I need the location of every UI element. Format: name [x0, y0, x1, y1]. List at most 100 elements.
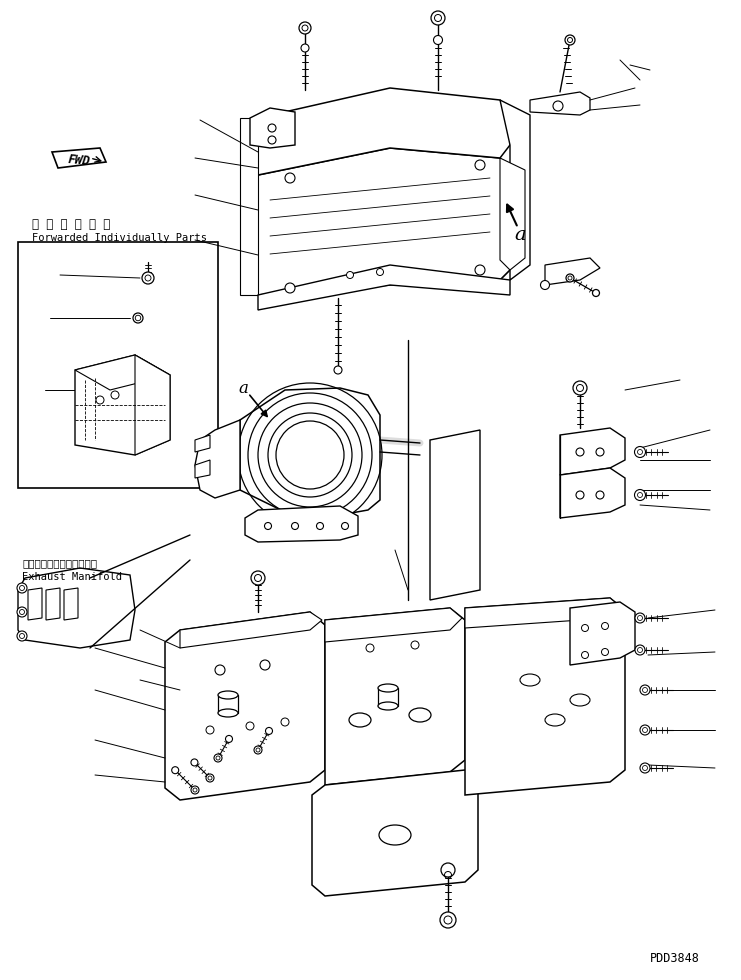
Circle shape [602, 649, 608, 656]
Circle shape [17, 583, 27, 593]
Ellipse shape [520, 674, 540, 686]
Circle shape [582, 652, 588, 659]
Circle shape [366, 644, 374, 652]
Circle shape [260, 660, 270, 670]
Ellipse shape [378, 702, 398, 710]
Circle shape [268, 136, 276, 144]
Circle shape [441, 863, 455, 877]
Polygon shape [465, 598, 625, 795]
Circle shape [191, 759, 198, 766]
Circle shape [254, 746, 262, 754]
Circle shape [475, 265, 485, 275]
Circle shape [565, 35, 575, 45]
Polygon shape [430, 430, 480, 600]
Polygon shape [195, 460, 210, 478]
Circle shape [540, 280, 550, 289]
Ellipse shape [409, 708, 431, 722]
Circle shape [342, 522, 348, 529]
Circle shape [133, 313, 143, 323]
Text: a: a [514, 226, 526, 244]
Polygon shape [165, 612, 325, 800]
Circle shape [17, 607, 27, 617]
Polygon shape [312, 770, 478, 896]
Polygon shape [325, 608, 462, 642]
Circle shape [251, 571, 265, 585]
Circle shape [215, 665, 225, 675]
Circle shape [576, 491, 584, 499]
Circle shape [285, 173, 295, 183]
Polygon shape [52, 148, 106, 168]
Circle shape [553, 101, 563, 111]
Circle shape [640, 763, 650, 773]
Circle shape [299, 22, 311, 34]
Circle shape [214, 754, 222, 762]
Circle shape [246, 722, 254, 730]
Circle shape [206, 774, 214, 782]
Polygon shape [240, 388, 380, 515]
Circle shape [285, 283, 295, 293]
Circle shape [96, 396, 104, 404]
Polygon shape [18, 242, 218, 488]
Ellipse shape [570, 694, 590, 706]
Polygon shape [195, 435, 210, 452]
Circle shape [582, 624, 588, 631]
Polygon shape [195, 420, 240, 498]
Polygon shape [28, 588, 42, 620]
Ellipse shape [379, 825, 411, 845]
Polygon shape [465, 598, 622, 628]
Circle shape [433, 35, 442, 44]
Polygon shape [500, 158, 525, 270]
Circle shape [566, 274, 574, 282]
Circle shape [640, 685, 650, 695]
Circle shape [265, 727, 273, 734]
Polygon shape [560, 428, 625, 475]
Polygon shape [500, 100, 530, 280]
Circle shape [225, 735, 233, 743]
Circle shape [291, 522, 299, 529]
Polygon shape [180, 612, 322, 648]
Circle shape [111, 391, 119, 399]
Circle shape [172, 766, 179, 773]
Polygon shape [64, 588, 78, 620]
Circle shape [634, 489, 645, 501]
Ellipse shape [218, 709, 238, 717]
Circle shape [596, 448, 604, 456]
Polygon shape [75, 355, 170, 390]
Circle shape [640, 725, 650, 735]
Circle shape [191, 786, 199, 794]
Polygon shape [258, 88, 510, 175]
Polygon shape [258, 265, 510, 310]
Polygon shape [560, 468, 625, 518]
Text: a: a [238, 379, 248, 397]
Circle shape [347, 271, 353, 278]
Circle shape [281, 718, 289, 726]
Ellipse shape [349, 713, 371, 727]
Circle shape [635, 613, 645, 623]
Polygon shape [245, 506, 358, 542]
Ellipse shape [218, 691, 238, 699]
Circle shape [301, 44, 309, 52]
Circle shape [602, 622, 608, 629]
Circle shape [265, 522, 271, 529]
Circle shape [573, 381, 587, 395]
Circle shape [635, 645, 645, 655]
Text: PDD3848: PDD3848 [650, 952, 700, 965]
Circle shape [316, 522, 324, 529]
Circle shape [142, 272, 154, 284]
Circle shape [634, 447, 645, 458]
Polygon shape [240, 118, 258, 295]
Text: FWD: FWD [67, 153, 91, 168]
Polygon shape [325, 608, 465, 785]
Circle shape [596, 491, 604, 499]
Circle shape [17, 631, 27, 641]
Text: Forwarded Individually Parts: Forwarded Individually Parts [32, 233, 207, 243]
Circle shape [440, 912, 456, 928]
Polygon shape [258, 148, 510, 295]
Circle shape [475, 160, 485, 170]
Polygon shape [570, 602, 635, 665]
Polygon shape [135, 355, 170, 455]
Circle shape [334, 366, 342, 374]
Circle shape [411, 641, 419, 649]
Ellipse shape [545, 714, 565, 726]
Polygon shape [530, 92, 590, 115]
